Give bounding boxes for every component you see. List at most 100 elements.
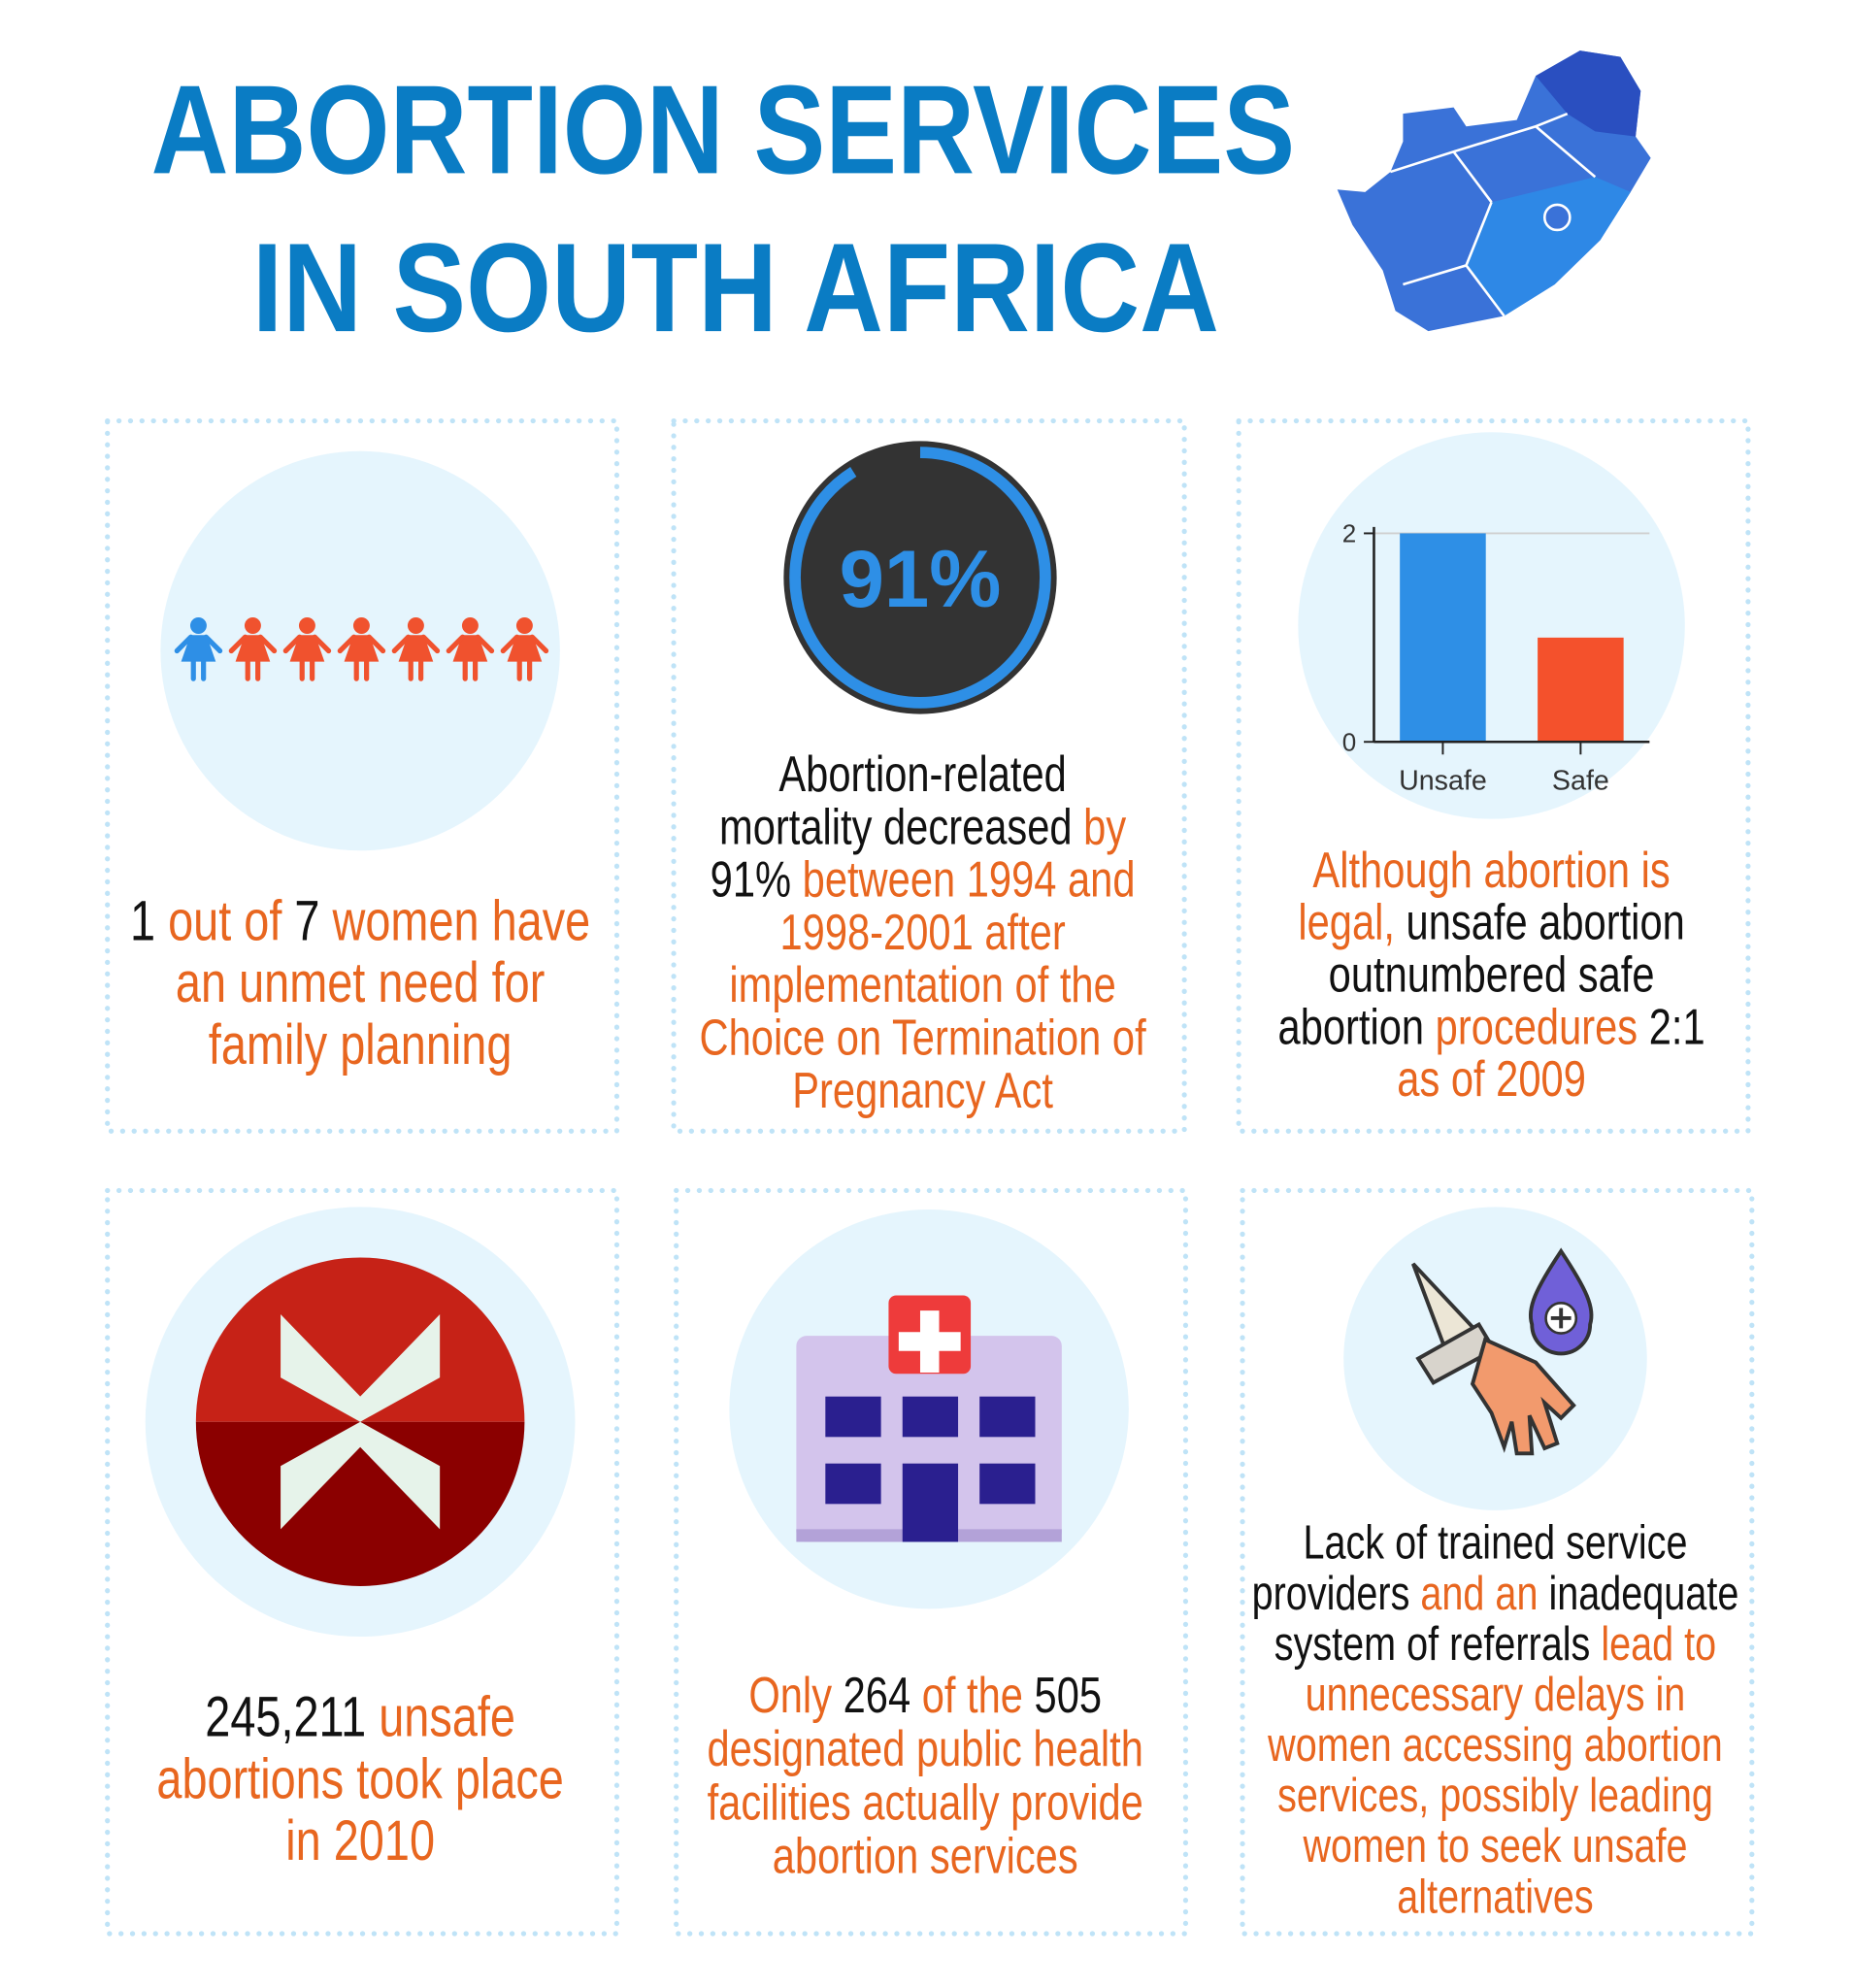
legs: [245, 658, 261, 681]
head: [515, 617, 533, 634]
text-segment: abortion: [1278, 998, 1425, 1055]
dress: [235, 635, 271, 662]
person-icon: [282, 617, 332, 681]
text-line: 245,211 unsafe: [205, 1686, 515, 1749]
text-segment: legal,: [1298, 893, 1395, 950]
cross-icon: [145, 1207, 576, 1638]
text-segment: 245,211: [205, 1686, 366, 1749]
text-segment: services, possibly leading: [1277, 1769, 1713, 1822]
text-line: system of referrals lead to: [1274, 1617, 1716, 1671]
text-segment: Although abortion is: [1312, 842, 1670, 899]
text-line: Only 264 of the 505: [748, 1667, 1102, 1724]
text-line: facilities actually provide: [708, 1773, 1143, 1831]
text-segment: as of 2009: [1397, 1050, 1586, 1108]
text-line: outnumbered safe: [1329, 945, 1655, 1003]
person-icon: [174, 617, 223, 681]
hospital-icon: [729, 1209, 1129, 1609]
text-line: women accessing abortion: [1267, 1718, 1723, 1772]
text-segment: by: [1073, 798, 1127, 855]
dress: [507, 635, 543, 662]
text-segment: women to seek unsafe: [1303, 1819, 1688, 1872]
text-segment: 264: [844, 1667, 911, 1724]
text-segment: 7: [294, 889, 319, 952]
icon-background: [1298, 432, 1685, 819]
text-line: abortion procedures 2:1: [1278, 998, 1705, 1055]
text-segment: family planning: [209, 1013, 513, 1077]
text-segment: Pregnancy Act: [792, 1061, 1053, 1118]
text-segment: unsafe abortion: [1395, 893, 1685, 950]
text-segment: 2:1: [1638, 998, 1704, 1055]
text-segment: between 1994 and: [791, 850, 1135, 908]
ring-arc: [789, 447, 1051, 709]
text-segment: unnecessary delays in: [1306, 1668, 1686, 1721]
text-segment: designated public health: [707, 1720, 1142, 1777]
arms: [174, 634, 223, 654]
dress: [181, 635, 216, 662]
text-segment: 1998-2001 after: [779, 903, 1065, 960]
text-segment: women accessing abortion: [1267, 1718, 1723, 1772]
y-tick-label: 2: [1342, 519, 1356, 548]
text-line: in 2010: [285, 1809, 435, 1872]
person-icon: [500, 617, 549, 681]
text-segment: outnumbered safe: [1329, 945, 1655, 1003]
text-segment: facilities actually provide: [708, 1773, 1143, 1831]
text-line: unnecessary delays in: [1306, 1668, 1686, 1721]
text-segment: procedures: [1424, 998, 1638, 1055]
legs: [462, 658, 479, 681]
text-segment: providers: [1252, 1567, 1410, 1620]
dress: [289, 635, 325, 662]
text-line: providers and an inadequate: [1252, 1567, 1739, 1620]
text-line: designated public health: [707, 1720, 1142, 1777]
x-tick-label: Safe: [1552, 766, 1609, 797]
text-segment: out of: [155, 889, 294, 952]
text-line: mortality decreased by: [719, 798, 1127, 855]
head: [407, 617, 424, 634]
text-line: services, possibly leading: [1277, 1769, 1713, 1822]
text-segment: an unmet need for: [176, 951, 545, 1014]
arms: [228, 634, 278, 654]
text-segment: lead to: [1590, 1617, 1716, 1671]
text-segment: alternatives: [1397, 1870, 1593, 1923]
dress: [398, 635, 434, 662]
text-line: abortions took place: [156, 1747, 563, 1810]
head: [189, 617, 207, 634]
legs: [516, 658, 533, 681]
text-segment: abortion services: [773, 1827, 1078, 1884]
legs: [299, 658, 315, 681]
text-line: Pregnancy Act: [792, 1061, 1053, 1118]
text-line: abortion services: [773, 1827, 1078, 1884]
text-line: legal, unsafe abortion: [1298, 893, 1684, 950]
head: [461, 617, 479, 634]
person-icon: [446, 617, 495, 681]
y-tick-label: 0: [1342, 727, 1356, 756]
arms: [500, 634, 549, 654]
person-icon: [337, 617, 386, 681]
text-segment: mortality decreased: [719, 798, 1073, 855]
text-segment: Abortion-related: [778, 746, 1066, 803]
text-segment: of the: [910, 1667, 1034, 1724]
text-line: 1 out of 7 women have: [130, 889, 590, 952]
map: [1337, 50, 1651, 332]
text-segment: Choice on Termination of: [700, 1009, 1147, 1066]
arms: [337, 634, 386, 654]
head: [352, 617, 370, 634]
person-icon: [228, 617, 278, 681]
text-segment: inadequate: [1548, 1567, 1738, 1620]
text-line: Lack of trained service: [1303, 1516, 1687, 1570]
bar: [1538, 637, 1624, 743]
text-line: an unmet need for: [176, 951, 545, 1014]
text-line: implementation of the: [729, 956, 1115, 1013]
text-segment: implementation of the: [729, 956, 1115, 1013]
person-icon: [391, 617, 441, 681]
text-segment: Only: [748, 1667, 843, 1724]
text-segment: and an: [1409, 1567, 1548, 1620]
text-segment: 505: [1035, 1667, 1103, 1724]
head: [244, 617, 261, 634]
dress: [344, 635, 380, 662]
text-line: women to seek unsafe: [1303, 1819, 1688, 1872]
legs: [353, 658, 370, 681]
